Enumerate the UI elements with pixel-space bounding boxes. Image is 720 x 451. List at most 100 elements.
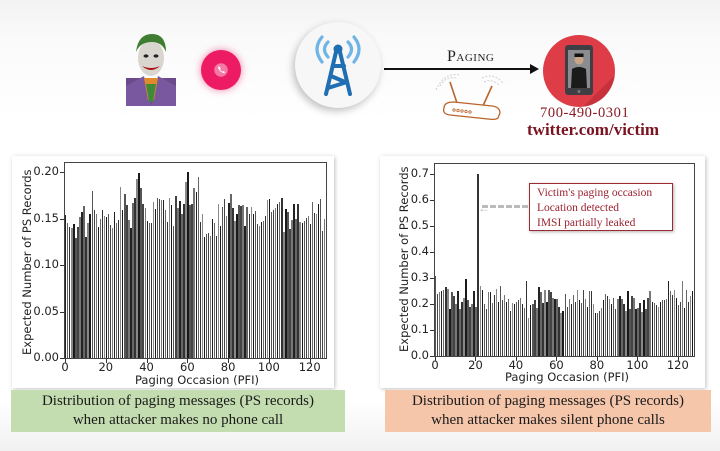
chart-bar bbox=[540, 292, 542, 356]
chart-bar bbox=[275, 207, 277, 358]
chart-bar bbox=[558, 306, 560, 356]
chart-bar bbox=[67, 223, 69, 358]
chart-bar bbox=[217, 203, 220, 358]
chart-bar bbox=[138, 173, 140, 358]
chart-bar bbox=[95, 214, 97, 358]
chart-bar bbox=[600, 308, 603, 356]
chart-bar bbox=[637, 308, 639, 356]
chart-bar bbox=[586, 306, 589, 356]
y-tick-mark bbox=[60, 358, 64, 359]
chart-bar bbox=[635, 309, 637, 356]
chart-bar bbox=[467, 300, 469, 356]
chart-bar bbox=[164, 210, 167, 358]
chart-bar bbox=[459, 309, 461, 356]
y-tick-label: 0.6 bbox=[410, 192, 429, 207]
x-tick-mark bbox=[146, 359, 148, 363]
chart-bar bbox=[582, 289, 585, 356]
chart-bar bbox=[528, 318, 530, 356]
chart-bar bbox=[485, 309, 487, 356]
victim-phone-icon bbox=[565, 45, 615, 107]
annotation-arrow bbox=[482, 205, 528, 208]
x-tick-label: 40 bbox=[139, 360, 154, 374]
chart-bar bbox=[493, 295, 496, 356]
chart-bar bbox=[627, 291, 629, 356]
chart-bar bbox=[511, 302, 514, 356]
chart-bar bbox=[596, 313, 599, 356]
chart-bar bbox=[183, 203, 185, 358]
chart-bar bbox=[643, 300, 645, 356]
chart-bar bbox=[317, 203, 320, 358]
chart-bar bbox=[285, 208, 287, 358]
chart-bar bbox=[166, 222, 169, 358]
chart-bar bbox=[105, 216, 108, 358]
chart-bar bbox=[238, 204, 240, 358]
chart-bar bbox=[315, 214, 318, 358]
chart-bar bbox=[311, 202, 314, 358]
chart-bar bbox=[602, 300, 605, 356]
chart-bar bbox=[69, 227, 71, 358]
chart-bar bbox=[522, 304, 524, 356]
chart-bar bbox=[305, 217, 307, 358]
chart-bar bbox=[73, 224, 75, 358]
chart-bar bbox=[497, 301, 500, 356]
chart-bar bbox=[185, 181, 187, 358]
chart-bar bbox=[671, 295, 674, 356]
right-caption: Distribution of paging messages (PS reco… bbox=[385, 390, 711, 432]
x-tick-label: 60 bbox=[180, 360, 195, 374]
chart-bar bbox=[181, 214, 183, 358]
chart-bar bbox=[154, 209, 157, 358]
x-tick-mark bbox=[309, 359, 311, 363]
chart-bar bbox=[289, 228, 291, 358]
joker-icon bbox=[126, 34, 176, 106]
chart-bar bbox=[79, 216, 81, 358]
chart-bar bbox=[71, 228, 73, 358]
chart-bar bbox=[659, 301, 661, 356]
chart-bar bbox=[546, 301, 548, 356]
chart-bar bbox=[99, 218, 102, 358]
chart-bar bbox=[203, 237, 206, 358]
chart-bar bbox=[266, 200, 269, 358]
chart-bar bbox=[126, 204, 128, 358]
x-tick-label: 40 bbox=[508, 358, 524, 372]
y-tick-label: 0.3 bbox=[410, 270, 429, 285]
chart-bar bbox=[193, 188, 195, 358]
chart-bar bbox=[179, 201, 181, 358]
annotation-arrowhead-icon: ← bbox=[478, 201, 490, 215]
chart-bar bbox=[268, 199, 271, 358]
y-tick-mark bbox=[430, 356, 434, 357]
chart-bar bbox=[260, 222, 263, 358]
chart-bar bbox=[613, 297, 615, 356]
chart-bar bbox=[552, 297, 554, 356]
y-tick-label: 0.15 bbox=[33, 210, 59, 225]
chart-bar bbox=[584, 298, 587, 356]
chart-bar bbox=[685, 289, 688, 356]
chart-bar bbox=[576, 289, 579, 356]
y-tick-label: 0.5 bbox=[410, 218, 429, 233]
router-icon bbox=[430, 72, 510, 122]
y-tick-label: 0.20 bbox=[33, 164, 59, 179]
chart-bar bbox=[681, 280, 684, 356]
chart-bar bbox=[219, 226, 222, 358]
phone-call-button bbox=[201, 50, 241, 90]
y-tick-mark bbox=[60, 172, 64, 174]
chart-bar bbox=[499, 285, 502, 356]
y-tick-label: 0.10 bbox=[33, 257, 59, 272]
annotation-line1: Victim's paging occasion bbox=[537, 187, 653, 199]
chart-bar bbox=[554, 298, 556, 356]
chart-bar bbox=[687, 301, 690, 356]
chart-bar bbox=[264, 215, 267, 358]
x-tick-mark bbox=[475, 357, 477, 361]
chart-bar bbox=[568, 298, 570, 356]
attacker-avatar bbox=[126, 30, 176, 106]
chart-bar bbox=[463, 297, 465, 356]
chart-bar bbox=[93, 210, 95, 358]
chart-bar bbox=[645, 309, 647, 356]
x-tick-label: 0 bbox=[431, 358, 439, 372]
chart-bar bbox=[144, 207, 146, 358]
chart-bar bbox=[439, 292, 441, 356]
chart-bar bbox=[524, 308, 526, 356]
chart-bar bbox=[457, 291, 459, 356]
x-tick-label: 80 bbox=[589, 358, 605, 372]
chart-bar bbox=[479, 285, 481, 356]
chart-bar bbox=[283, 231, 285, 358]
